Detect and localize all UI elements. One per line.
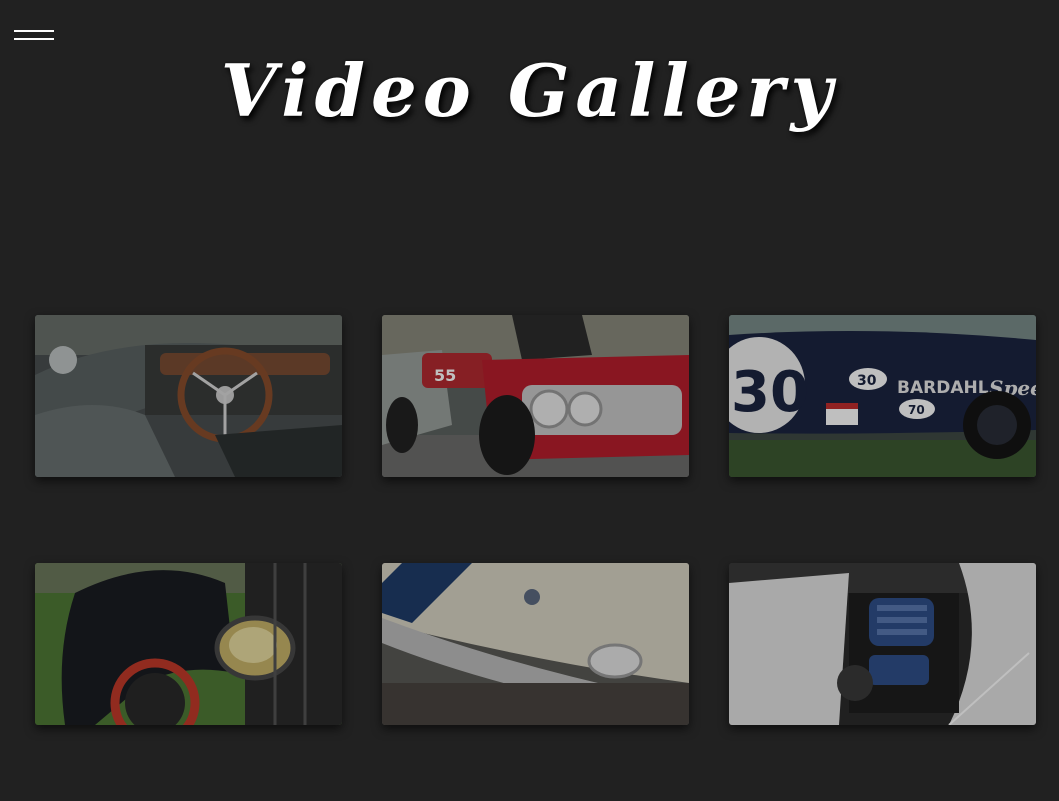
- video-thumbnail: [35, 563, 342, 725]
- gallery-item-1[interactable]: [35, 315, 342, 477]
- car-number-small: 30: [857, 373, 877, 389]
- gallery-item-3[interactable]: 30 30 BARDAHL Spee 70: [729, 315, 1036, 477]
- plate-number: 55: [434, 366, 456, 385]
- video-thumbnail: [729, 563, 1036, 725]
- gallery-item-4[interactable]: [35, 563, 342, 725]
- gallery-item-2[interactable]: 55: [382, 315, 689, 477]
- menu-bar-bottom: [14, 38, 54, 40]
- hamburger-menu-icon[interactable]: [14, 30, 54, 42]
- video-thumbnail: [35, 315, 342, 477]
- gallery-item-5[interactable]: [382, 563, 689, 725]
- page-title: Video Gallery: [220, 48, 839, 133]
- car-number-large: 30: [731, 360, 809, 425]
- bardahl-decal: BARDAHL: [897, 378, 989, 398]
- gallery-item-6[interactable]: [729, 563, 1036, 725]
- video-thumbnail: 30 30 BARDAHL Spee 70: [729, 315, 1036, 477]
- menu-bar-top: [14, 30, 54, 32]
- video-thumbnail: [382, 563, 689, 725]
- car-number-low: 70: [908, 403, 925, 417]
- video-thumbnail: 55: [382, 315, 689, 477]
